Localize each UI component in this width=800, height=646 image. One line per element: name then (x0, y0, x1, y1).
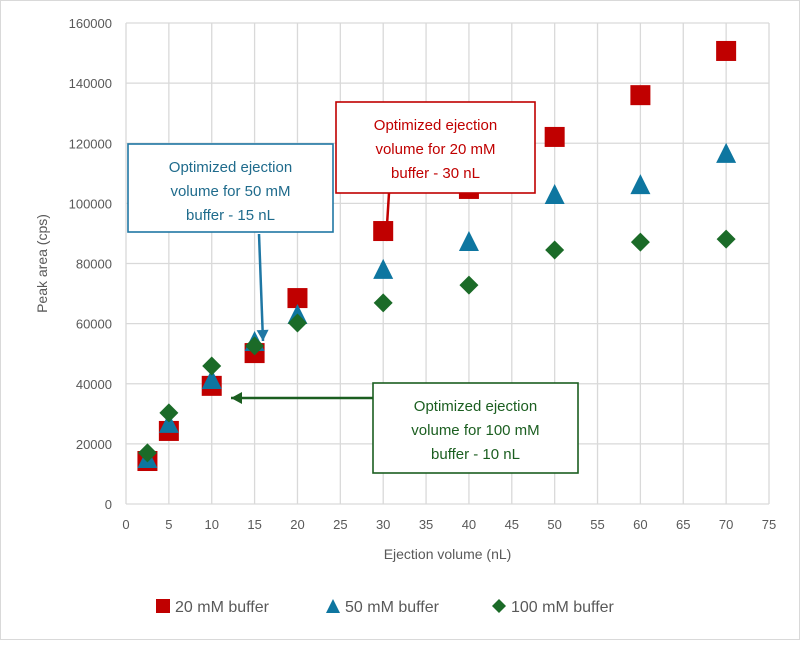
y-tick-label: 0 (105, 497, 112, 512)
legend-triangle-icon (326, 599, 340, 613)
x-tick-label: 25 (333, 517, 347, 532)
y-tick-label: 140000 (69, 76, 112, 91)
data-point-triangle (158, 412, 179, 433)
x-tick-label: 5 (165, 517, 172, 532)
annotation-box (127, 143, 334, 233)
data-point-triangle (458, 230, 479, 251)
annotation-arrow-line (384, 192, 391, 242)
legend-diamond-icon (492, 599, 506, 613)
annotation-text-line: volume for 100 mM (411, 422, 539, 439)
data-point-diamond (137, 443, 157, 463)
annotation-box (335, 101, 536, 194)
annotation-box (372, 382, 579, 474)
data-point-triangle (716, 142, 737, 163)
annotation-text-line: Optimized ejection (414, 398, 537, 415)
data-point-triangle (544, 184, 565, 205)
data-point-diamond (202, 356, 222, 376)
x-tick-label: 40 (462, 517, 476, 532)
y-axis-title: Peak area (cps) (34, 214, 50, 313)
data-point-triangle (373, 258, 394, 279)
annotation-arrowhead-icon (231, 392, 242, 404)
x-tick-label: 0 (122, 517, 129, 532)
x-tick-label: 45 (505, 517, 519, 532)
y-tick-label: 160000 (69, 16, 112, 31)
y-tick-label: 100000 (69, 196, 112, 211)
x-tick-label: 15 (247, 517, 261, 532)
annotation-text-line: volume for 50 mM (170, 183, 290, 200)
legend-label: 50 mM buffer (345, 599, 440, 616)
legend-item-square: 20 mM buffer (156, 599, 270, 616)
data-point-diamond (287, 313, 307, 333)
x-tick-label: 70 (719, 517, 733, 532)
series-diamond (137, 229, 736, 463)
data-point-square (544, 126, 565, 147)
x-tick-label: 55 (590, 517, 604, 532)
data-point-diamond (716, 229, 736, 249)
legend: 20 mM buffer 50 mM buffer 100 mM buffer (156, 599, 615, 616)
legend-square-icon (156, 599, 170, 613)
y-tick-label: 20000 (76, 437, 112, 452)
legend-item-diamond: 100 mM buffer (492, 599, 615, 616)
data-points (137, 40, 737, 472)
data-point-diamond (545, 240, 565, 260)
y-tick-label: 40000 (76, 377, 112, 392)
annotation-arrow-line (257, 233, 265, 342)
data-point-diamond (373, 293, 393, 313)
annotation-50mm: Optimized ejection volume for 50 mM buffer… (127, 143, 334, 342)
y-tick-label: 60000 (76, 317, 112, 332)
y-tick-label: 80000 (76, 257, 112, 272)
annotation-20mm: Optimized ejection volume for 20 mM buffer… (335, 101, 536, 242)
data-point-square (716, 40, 737, 61)
x-axis-title: Ejection volume (nL) (384, 546, 512, 562)
data-point-diamond (630, 232, 650, 252)
data-point-square (630, 85, 651, 106)
data-point-square (287, 288, 308, 309)
data-point-diamond (245, 336, 265, 356)
data-point-square (373, 221, 394, 242)
legend-label: 20 mM buffer (175, 599, 270, 616)
x-tick-label: 35 (419, 517, 433, 532)
y-axis-ticks: 0 20000 40000 60000 80000 100000 120000 140000 1… (69, 16, 112, 512)
x-tick-label: 30 (376, 517, 390, 532)
x-tick-label: 10 (204, 517, 218, 532)
data-point-diamond (159, 403, 179, 423)
x-tick-label: 20 (290, 517, 304, 532)
annotation-text-line: Optimized ejection (169, 159, 292, 176)
annotation-100mm: Optimized ejection volume for 100 mM buffe… (231, 382, 579, 474)
annotation-text-line: buffer - 10 nL (431, 446, 520, 463)
data-point-triangle (201, 368, 222, 389)
data-point-diamond (459, 275, 479, 295)
annotation-text-line: Optimized ejection (374, 117, 497, 134)
data-point-triangle (630, 174, 651, 195)
annotation-text-line: buffer - 15 nL (186, 207, 275, 224)
annotation-arrowhead-icon (256, 329, 269, 341)
annotations: Optimized ejection volume for 50 mM buffer… (127, 101, 579, 474)
legend-item-triangle: 50 mM buffer (326, 599, 440, 616)
x-axis-ticks: 0 5 10 15 20 25 30 35 40 45 50 55 60 65 70 75 (122, 517, 776, 532)
x-tick-label: 50 (547, 517, 561, 532)
x-tick-label: 75 (762, 517, 776, 532)
x-tick-label: 60 (633, 517, 647, 532)
y-tick-label: 120000 (69, 136, 112, 151)
legend-label: 100 mM buffer (511, 599, 615, 616)
annotation-text-line: buffer - 30 nL (391, 165, 480, 182)
annotation-text-line: volume for 20 mM (375, 141, 495, 158)
x-tick-label: 65 (676, 517, 690, 532)
